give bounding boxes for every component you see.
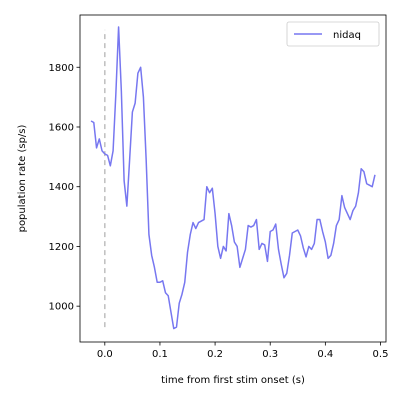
x-tick-label: 0.1 <box>152 349 168 360</box>
y-axis-ticks: 1000 1200 1400 1600 1800 <box>49 63 80 313</box>
y-axis-label: population rate (sp/s) <box>17 124 28 232</box>
x-tick-label: 0.4 <box>317 349 333 360</box>
legend-box <box>286 21 380 47</box>
x-tick-label: 0.5 <box>373 349 389 360</box>
y-tick-label: 1400 <box>49 182 74 193</box>
x-axis-label: time from first stim onset (s) <box>161 375 305 386</box>
x-tick-label: 0.2 <box>207 349 223 360</box>
y-tick-label: 1200 <box>49 242 74 253</box>
y-tick-label: 1800 <box>49 63 74 74</box>
y-tick-label: 1600 <box>49 122 74 133</box>
x-axis-ticks: 0.0 0.1 0.2 0.3 0.4 0.5 <box>97 342 389 360</box>
series-line-nidaq <box>90 26 376 330</box>
y-tick-label: 1000 <box>49 302 74 313</box>
x-tick-label: 0.0 <box>97 349 113 360</box>
legend-label: nidaq <box>333 30 361 41</box>
legend: nidaq <box>286 21 380 47</box>
x-tick-label: 0.3 <box>262 349 278 360</box>
plot-area <box>90 26 376 330</box>
axes-frame <box>79 14 387 343</box>
